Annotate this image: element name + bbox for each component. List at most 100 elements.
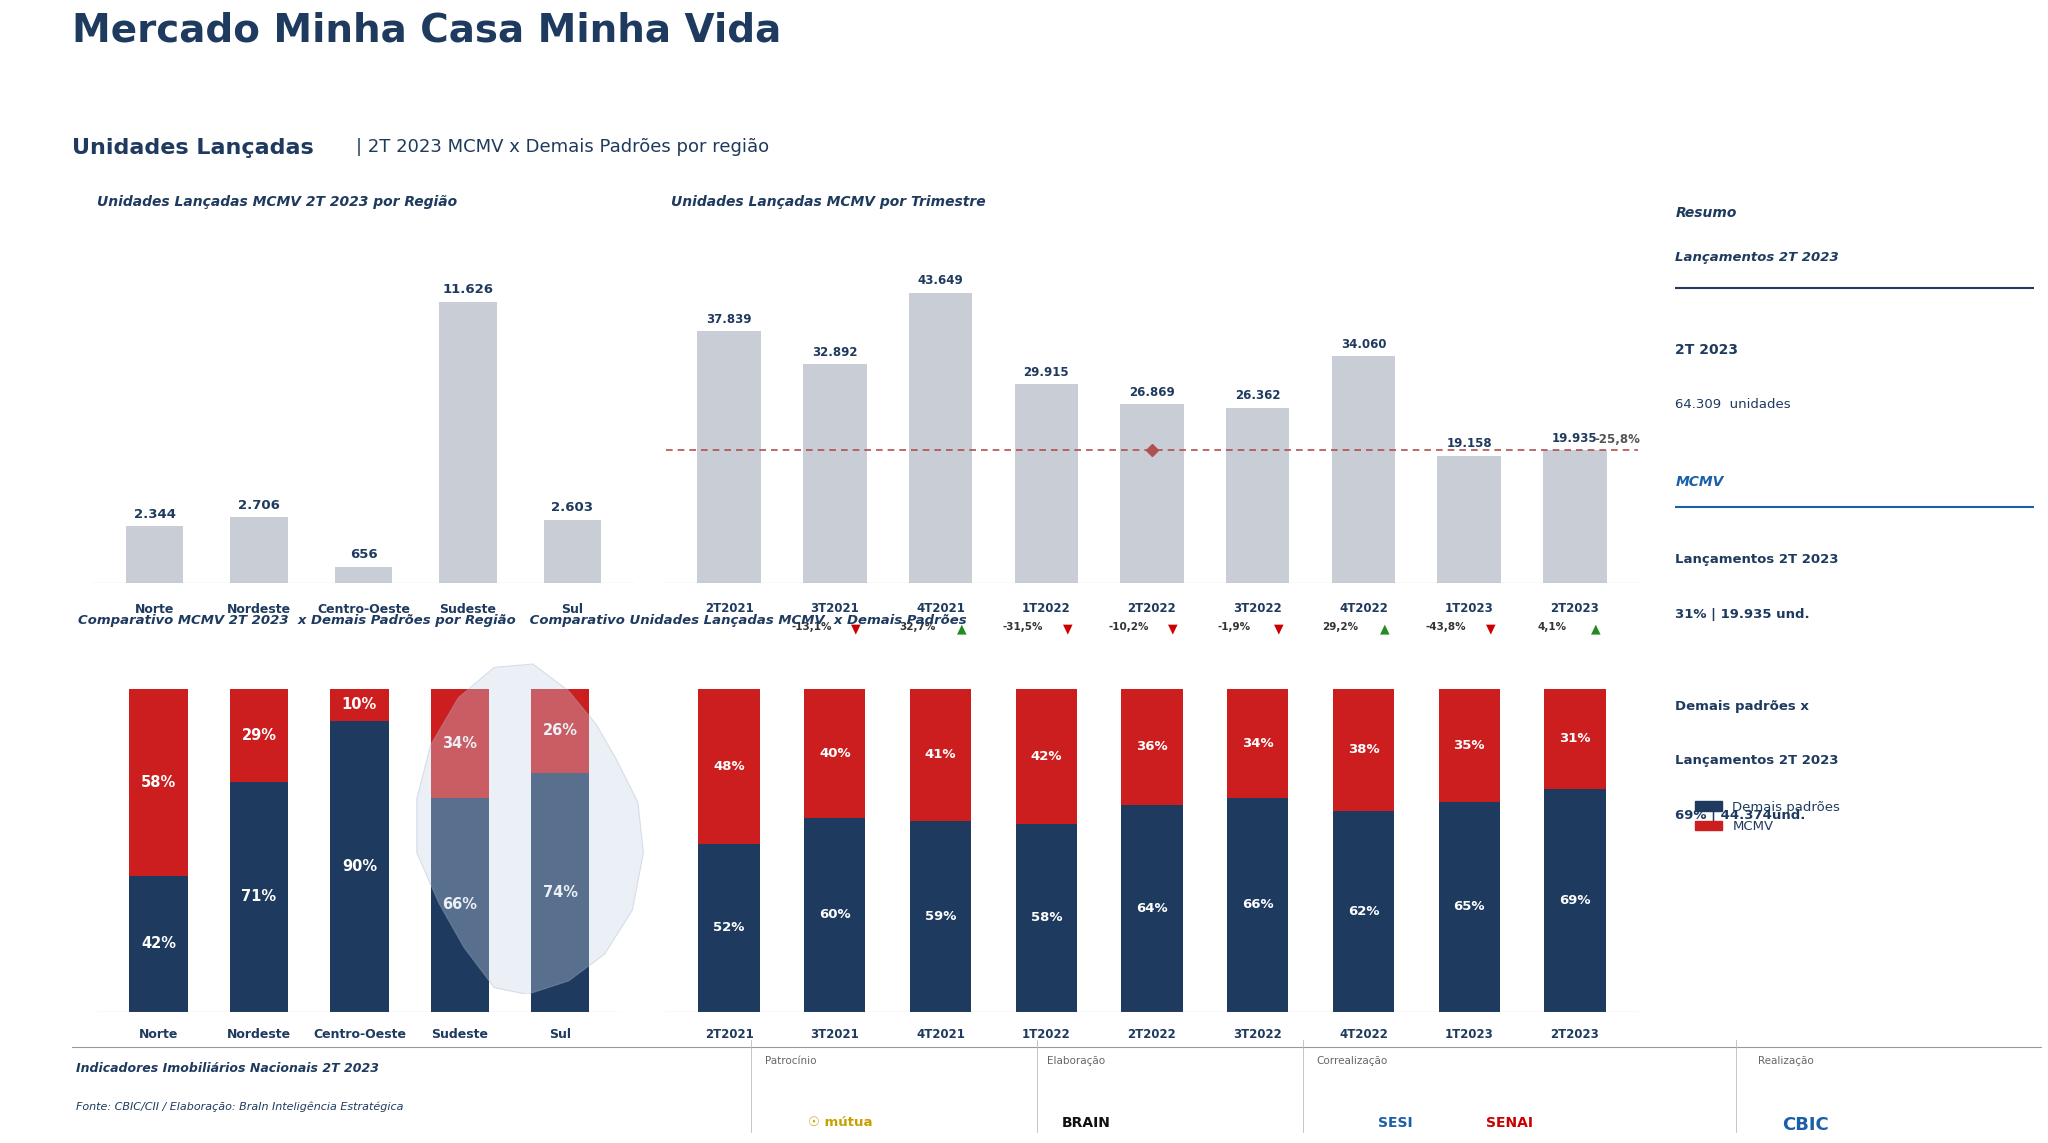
Bar <box>438 302 496 583</box>
Text: Demais padrões x: Demais padrões x <box>1675 700 1808 712</box>
Text: 4T2021: 4T2021 <box>915 1028 965 1041</box>
Bar <box>1544 450 1608 583</box>
Text: Unidades Lançadas MCMV por Trimestre: Unidades Lançadas MCMV por Trimestre <box>672 194 985 208</box>
Bar <box>1014 384 1077 583</box>
Text: 34.060: 34.060 <box>1341 338 1386 351</box>
Text: 58%: 58% <box>141 775 176 790</box>
Text: 29%: 29% <box>242 728 276 743</box>
Text: 64.309  unidades: 64.309 unidades <box>1675 398 1790 410</box>
Text: 32,7%: 32,7% <box>899 622 936 632</box>
Text: 2T2022: 2T2022 <box>1128 602 1176 615</box>
Bar <box>803 365 866 583</box>
Text: 4T2021: 4T2021 <box>915 602 965 615</box>
Text: 40%: 40% <box>819 746 850 760</box>
Bar <box>1438 801 1499 1012</box>
Text: ▲: ▲ <box>956 622 967 636</box>
Text: 36%: 36% <box>1137 741 1167 753</box>
Bar <box>1544 789 1606 1012</box>
Bar <box>1333 812 1395 1012</box>
Text: 74%: 74% <box>543 885 578 900</box>
Text: 1T2023: 1T2023 <box>1444 602 1493 615</box>
Text: 64%: 64% <box>1137 902 1167 914</box>
Text: 3T2022: 3T2022 <box>1233 1028 1282 1041</box>
Text: 2T 2023: 2T 2023 <box>27 67 35 115</box>
Text: 2T2021: 2T2021 <box>705 602 754 615</box>
Text: 66%: 66% <box>1241 898 1274 911</box>
Text: 58%: 58% <box>1030 911 1063 925</box>
Text: 32.892: 32.892 <box>813 346 858 359</box>
Text: 69%: 69% <box>1559 894 1591 906</box>
Text: 90%: 90% <box>342 858 377 873</box>
Text: 2T2023: 2T2023 <box>1550 602 1599 615</box>
Text: 11.626: 11.626 <box>442 282 494 296</box>
Text: Unidades Lançadas: Unidades Lançadas <box>72 138 313 158</box>
Text: 2T2023: 2T2023 <box>1550 1028 1599 1041</box>
Text: 2T2021: 2T2021 <box>705 1028 754 1041</box>
Text: ▼: ▼ <box>852 622 860 636</box>
Bar <box>1122 688 1182 805</box>
Text: 42%: 42% <box>141 936 176 951</box>
Text: 66%: 66% <box>442 897 477 912</box>
Bar <box>909 821 971 1012</box>
Text: 71%: 71% <box>242 889 276 904</box>
Text: 4T2022: 4T2022 <box>1339 602 1389 615</box>
Bar <box>1438 688 1499 801</box>
Text: Fonte: CBIC/CII / Elaboração: BraIn Inteligência Estratégica: Fonte: CBIC/CII / Elaboração: BraIn Inte… <box>76 1102 403 1112</box>
Bar <box>430 798 489 1012</box>
Text: 2T 2023: 2T 2023 <box>1675 343 1739 357</box>
Text: 656: 656 <box>350 549 377 561</box>
Bar <box>1227 798 1288 1012</box>
Text: Lançamentos 2T 2023: Lançamentos 2T 2023 <box>1675 754 1839 767</box>
Legend: Demais padrões, MCMV: Demais padrões, MCMV <box>1690 796 1845 839</box>
Text: Nordeste: Nordeste <box>227 1028 291 1041</box>
Bar <box>330 721 389 1012</box>
Text: Correalização: Correalização <box>1317 1056 1389 1066</box>
Text: 2.706: 2.706 <box>238 498 281 512</box>
Text: 29,2%: 29,2% <box>1323 622 1358 632</box>
Text: 2.344: 2.344 <box>133 507 176 520</box>
Text: 38%: 38% <box>1348 743 1378 757</box>
Text: 37.839: 37.839 <box>707 313 752 326</box>
Bar <box>430 688 489 798</box>
Text: 26.362: 26.362 <box>1235 390 1280 402</box>
Bar <box>805 688 866 817</box>
Text: 3T2021: 3T2021 <box>811 602 860 615</box>
Bar <box>1333 688 1395 812</box>
Bar <box>1120 405 1184 583</box>
Text: ☉ mútua: ☉ mútua <box>807 1116 872 1129</box>
Bar <box>1331 357 1395 583</box>
Text: -31,5%: -31,5% <box>1004 622 1042 632</box>
Text: 42%: 42% <box>1030 750 1063 762</box>
Text: Norte: Norte <box>135 602 174 616</box>
Text: 35%: 35% <box>1454 738 1485 752</box>
Text: ▼: ▼ <box>1063 622 1073 636</box>
Text: MCMV  LANÇAMENTOS: MCMV LANÇAMENTOS <box>27 391 35 523</box>
Bar <box>1438 456 1501 583</box>
Text: Norte: Norte <box>139 1028 178 1041</box>
Text: 3T2021: 3T2021 <box>811 1028 860 1041</box>
Text: 62%: 62% <box>1348 905 1378 918</box>
Text: BRAΙN: BRAΙN <box>1061 1116 1110 1129</box>
Text: 19.158: 19.158 <box>1446 438 1493 450</box>
Text: 26%: 26% <box>543 724 578 738</box>
Bar <box>543 520 600 583</box>
Bar <box>129 876 188 1012</box>
Text: 29.915: 29.915 <box>1024 366 1069 378</box>
Text: 69% | 44.374und.: 69% | 44.374und. <box>1675 809 1806 822</box>
Text: MCMV: MCMV <box>1675 475 1724 489</box>
Text: -10,2%: -10,2% <box>1108 622 1149 632</box>
Bar <box>127 526 184 583</box>
Text: Sul: Sul <box>561 602 584 616</box>
Text: Sul: Sul <box>549 1028 571 1041</box>
Text: Mercado Minha Casa Minha Vida: Mercado Minha Casa Minha Vida <box>72 11 780 49</box>
Bar <box>129 688 188 876</box>
Text: 2T2022: 2T2022 <box>1128 1028 1176 1041</box>
Text: 52%: 52% <box>713 921 745 934</box>
Text: 34%: 34% <box>1241 737 1274 750</box>
Text: Realização: Realização <box>1757 1056 1815 1066</box>
Text: 4,1%: 4,1% <box>1538 622 1567 632</box>
Bar <box>698 844 760 1012</box>
Text: ▼: ▼ <box>1274 622 1284 636</box>
Text: Centro-Oeste: Centro-Oeste <box>317 602 410 616</box>
Polygon shape <box>418 664 643 994</box>
